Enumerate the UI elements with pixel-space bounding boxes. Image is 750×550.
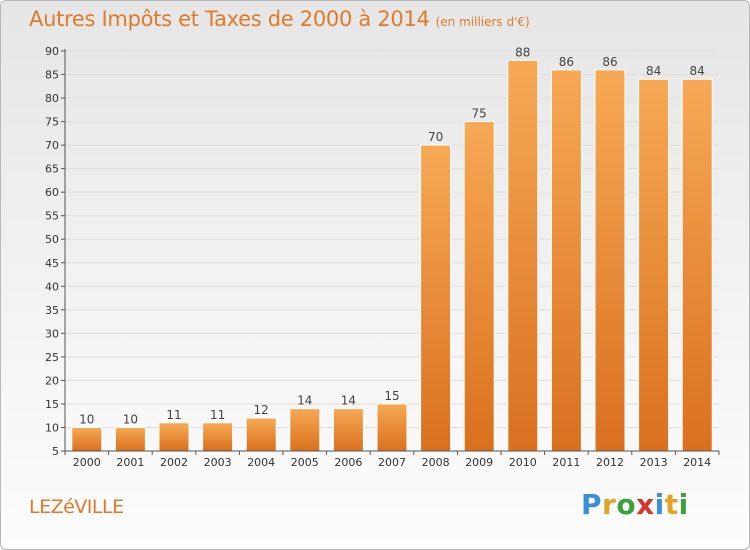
- bar-value-label: 14: [341, 394, 356, 408]
- bar: [681, 78, 713, 452]
- x-tick-label: 2011: [552, 456, 580, 469]
- bar: [202, 422, 234, 452]
- axes: 5 10 15 20 25 30 35 40 45 50 55 60 65 70 75 80 85 90 2000 2…: [45, 45, 720, 469]
- x-tick-label: 2008: [422, 456, 450, 469]
- bar: [245, 417, 277, 452]
- bar-value-label: 11: [210, 408, 225, 422]
- x-tick-label: 2004: [247, 456, 275, 469]
- logo-letter: P: [581, 488, 603, 521]
- y-tick-label: 35: [45, 304, 59, 317]
- y-tick-label: 60: [45, 186, 59, 199]
- bar: [594, 69, 626, 452]
- logo-letter: r: [602, 488, 617, 521]
- bar: [550, 69, 582, 452]
- bar: [114, 426, 146, 452]
- chart-title: Autres Impôts et Taxes de 2000 à 2014 (en…: [29, 7, 530, 31]
- bar: [507, 59, 539, 452]
- y-tick-label: 90: [45, 45, 59, 58]
- bar-value-label: 10: [123, 412, 138, 426]
- x-tick-label: 2012: [596, 456, 624, 469]
- bar: [463, 121, 495, 452]
- bar-value-label: 88: [515, 45, 530, 59]
- y-tick-label: 25: [45, 351, 59, 364]
- chart-title-unit: (en milliers d'€): [435, 15, 530, 29]
- y-tick-label: 15: [45, 398, 59, 411]
- logo-letter: x: [636, 488, 655, 521]
- bar-value-label: 10: [79, 412, 94, 426]
- logo-letter: i: [654, 488, 665, 521]
- y-tick-label: 80: [45, 92, 59, 105]
- bar-value-label: 86: [602, 55, 617, 69]
- bar-value-label: 11: [166, 408, 181, 422]
- bar-value-label: 12: [254, 403, 269, 417]
- y-tick-label: 10: [45, 421, 59, 434]
- y-tick-label: 55: [45, 210, 59, 223]
- logo-letter: i: [678, 488, 689, 521]
- bar: [332, 408, 364, 452]
- x-tick-label: 2001: [116, 456, 144, 469]
- bar-value-label: 84: [690, 64, 705, 78]
- bar: [420, 144, 452, 452]
- y-tick-label: 65: [45, 163, 59, 176]
- bar: [638, 78, 670, 452]
- x-tick-label: 2007: [378, 456, 406, 469]
- location-name: LEZéVILLE: [29, 496, 124, 518]
- y-tick-label: 45: [45, 257, 59, 270]
- bar: [376, 403, 408, 452]
- x-tick-label: 2010: [509, 456, 537, 469]
- y-tick-label: 85: [45, 69, 59, 82]
- bar-value-label: 84: [646, 64, 661, 78]
- bar-value-label: 86: [559, 55, 574, 69]
- x-tick-label: 2014: [683, 456, 711, 469]
- y-tick-label: 40: [45, 280, 59, 293]
- y-tick-label: 75: [45, 116, 59, 129]
- proxiti-logo: Proxiti: [581, 488, 689, 521]
- x-tick-label: 2003: [204, 456, 232, 469]
- logo-letter: t: [664, 488, 679, 521]
- y-tick-label: 5: [52, 445, 59, 458]
- y-tick-label: 20: [45, 374, 59, 387]
- chart-title-main: Autres Impôts et Taxes de 2000 à 2014: [29, 7, 430, 31]
- x-tick-label: 2000: [73, 456, 101, 469]
- bar: [289, 408, 321, 452]
- x-tick-label: 2002: [160, 456, 188, 469]
- y-tick-label: 50: [45, 233, 59, 246]
- y-tick-label: 70: [45, 139, 59, 152]
- logo-letter: o: [616, 488, 637, 521]
- x-tick-label: 2013: [640, 456, 668, 469]
- bar-value-label: 15: [384, 389, 399, 403]
- x-tick-label: 2009: [465, 456, 493, 469]
- y-tick-label: 30: [45, 327, 59, 340]
- bar-value-label: 70: [428, 130, 443, 144]
- x-tick-label: 2006: [334, 456, 362, 469]
- bar: [71, 426, 103, 452]
- bars: 10 10 11 11 12 14 14 15 70 75 88 86 86 84 84: [71, 45, 713, 452]
- bar-value-label: 14: [297, 394, 312, 408]
- bar-value-label: 75: [472, 107, 487, 121]
- x-tick-label: 2005: [291, 456, 319, 469]
- bar: [158, 422, 190, 452]
